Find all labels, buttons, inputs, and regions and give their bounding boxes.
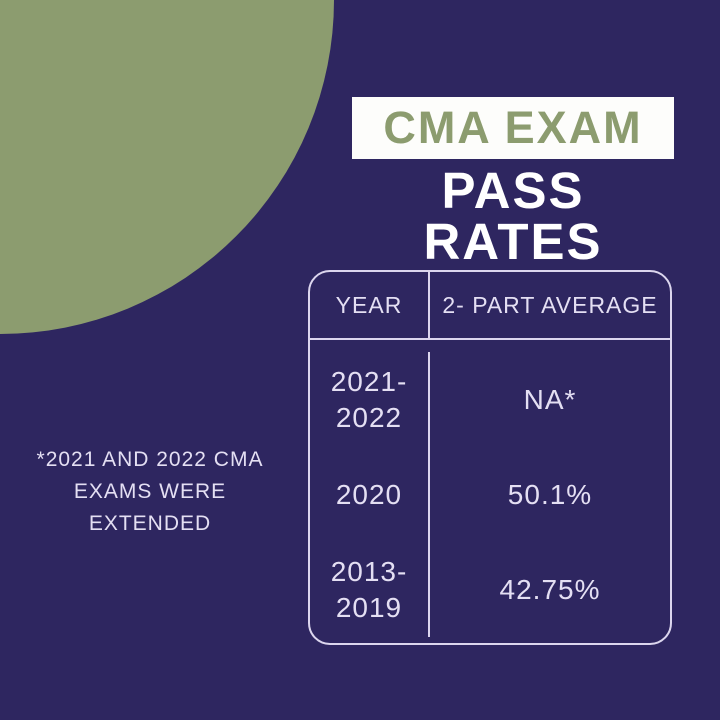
year-line: 2021-	[330, 365, 408, 397]
title-line1: CMA EXAM	[383, 102, 643, 153]
value-cell: 50.1%	[507, 478, 593, 510]
pass-rates-table: YEAR 2- PART AVERAGE 2021- 2022 NA* 2020…	[308, 270, 672, 645]
footnote-line: *2021 AND 2022 CMA	[36, 448, 264, 471]
year-line: 2013-	[330, 555, 408, 587]
footnote-line: EXAMS WERE	[73, 480, 227, 503]
year-line: 2020	[335, 478, 403, 510]
table-row: 2013- 2019 42.75%	[310, 542, 670, 637]
year-cell: 2020	[310, 447, 430, 542]
title-badge: CMA EXAM	[352, 97, 674, 159]
table-row: 2021- 2022 NA*	[310, 352, 670, 447]
table-header-row: YEAR 2- PART AVERAGE	[310, 272, 670, 340]
decorative-circle	[0, 0, 334, 334]
year-cell: 2013- 2019	[310, 542, 430, 637]
title-block: CMA EXAM PASS RATES	[348, 97, 678, 267]
column-header-average: 2- PART AVERAGE	[442, 291, 658, 318]
value-cell: 42.75%	[499, 573, 601, 605]
title-line2: PASS RATES	[423, 162, 603, 270]
year-cell: 2021- 2022	[310, 352, 430, 447]
footnote: *2021 AND 2022 CMA EXAMS WERE EXTENDED	[18, 444, 282, 540]
column-header-year: YEAR	[310, 272, 430, 338]
footnote-line: EXTENDED	[88, 512, 212, 535]
table-row: 2020 50.1%	[310, 447, 670, 542]
year-line: 2022	[335, 401, 403, 433]
value-cell: NA*	[523, 383, 577, 415]
year-line: 2019	[335, 591, 403, 623]
table-body: 2021- 2022 NA* 2020 50.1% 2013- 2019 42.…	[310, 340, 670, 643]
